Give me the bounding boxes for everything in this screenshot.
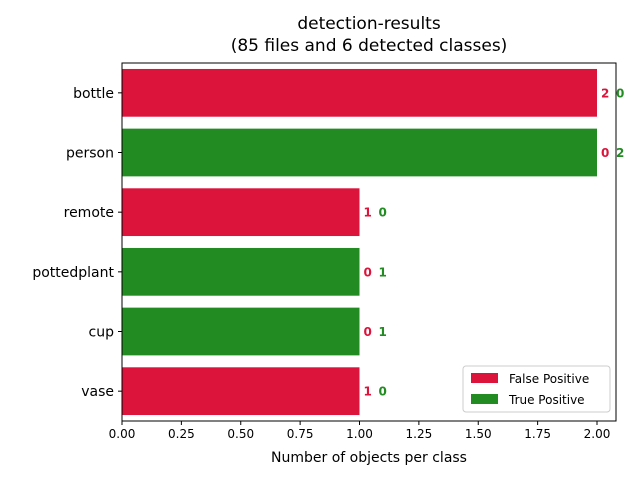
chart-subtitle: (85 files and 6 detected classes): [231, 36, 508, 56]
y-tick-label-vase: vase: [81, 384, 114, 400]
y-tick-label-cup: cup: [89, 325, 115, 341]
legend-label-true-positive: True Positive: [508, 393, 585, 407]
y-axis: bottle person remote pottedplant cup vase: [32, 86, 122, 400]
bar-remote-false-positive: [122, 188, 360, 237]
legend-label-false-positive: False Positive: [509, 372, 589, 386]
bar-person-true-positive: [122, 128, 597, 177]
bar-cup-true-positive: [122, 307, 360, 356]
y-tick-label-bottle: bottle: [73, 86, 114, 102]
x-tick-label-0.25: 0.25: [168, 427, 195, 441]
x-tick-label-0.75: 0.75: [287, 427, 314, 441]
bar-bottle-false-positive: [122, 68, 597, 117]
x-axis-label: Number of objects per class: [271, 450, 467, 466]
bar-label-tp-remote: 0: [379, 206, 387, 220]
bars-group: [122, 68, 597, 416]
legend-swatch-false-positive: [471, 373, 498, 383]
bar-label-fp-cup: 0: [364, 325, 372, 339]
bar-label-fp-vase: 1: [364, 385, 372, 399]
bar-label-tp-vase: 0: [379, 385, 387, 399]
plot-frame: [121, 62, 617, 422]
x-tick-label-1.25: 1.25: [406, 427, 433, 441]
y-tick-label-remote: remote: [64, 205, 114, 221]
x-tick-label-2.00: 2.00: [584, 427, 611, 441]
chart-title: detection-results: [297, 14, 441, 34]
bar-label-fp-person: 0: [601, 146, 609, 160]
x-tick-label-1.50: 1.50: [465, 427, 492, 441]
bar-label-tp-pottedplant: 1: [379, 265, 387, 279]
y-tick-label-pottedplant: pottedplant: [32, 265, 114, 281]
legend-swatch-true-positive: [471, 394, 498, 404]
bar-label-tp-bottle: 0: [616, 86, 624, 100]
x-tick-label-0.00: 0.00: [109, 427, 136, 441]
y-tick-label-person: person: [66, 146, 114, 162]
bar-labels-group: 2 00 21 00 10 11 0: [364, 86, 625, 398]
bar-vase-false-positive: [122, 367, 360, 416]
bar-label-tp-person: 2: [616, 146, 624, 160]
x-axis: 0.00 0.25 0.50 0.75 1.00 1.25 1.50 1.75 2.00: [109, 421, 611, 441]
x-tick-label-1.75: 1.75: [524, 427, 551, 441]
bar-pottedplant-true-positive: [122, 247, 360, 296]
legend: False Positive True Positive: [462, 365, 611, 413]
bar-label-fp-bottle: 2: [601, 86, 609, 100]
bar-label-fp-pottedplant: 0: [364, 265, 372, 279]
bar-label-tp-cup: 1: [379, 325, 387, 339]
legend-box: [462, 365, 611, 413]
x-tick-label-0.50: 0.50: [227, 427, 254, 441]
bar-label-fp-remote: 1: [364, 206, 372, 220]
x-tick-label-1.00: 1.00: [346, 427, 373, 441]
